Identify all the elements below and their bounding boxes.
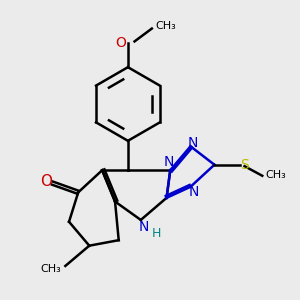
Text: N: N [164, 155, 174, 169]
Text: N: N [187, 136, 197, 150]
Text: O: O [40, 174, 52, 189]
Text: N: N [138, 220, 148, 234]
Text: CH₃: CH₃ [266, 170, 286, 180]
Text: H: H [152, 227, 161, 240]
Text: O: O [115, 36, 126, 50]
Text: CH₃: CH₃ [155, 21, 176, 31]
Text: CH₃: CH₃ [40, 264, 61, 274]
Text: N: N [189, 185, 200, 199]
Text: S: S [240, 158, 249, 172]
